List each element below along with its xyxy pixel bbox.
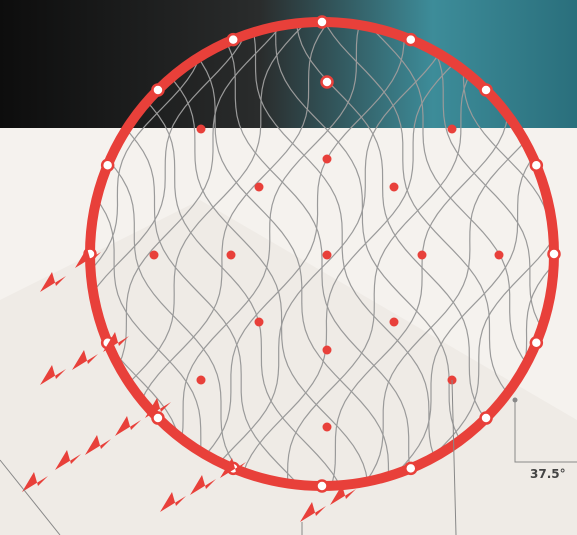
inner-node [322, 422, 332, 432]
leader-lines [0, 379, 577, 535]
leader-dot [512, 397, 518, 403]
ring-node [226, 32, 240, 47]
arrow-head [40, 365, 66, 385]
ring-node [151, 83, 165, 97]
arrow-head [220, 458, 246, 478]
inner-node [417, 250, 427, 260]
inner-node [494, 250, 504, 260]
ring-node [100, 158, 115, 172]
inner-node [447, 124, 457, 134]
arrow-head [72, 350, 98, 370]
inner-nodes [149, 75, 504, 432]
inner-node [196, 124, 206, 134]
arrow-head [75, 248, 101, 268]
mesh-strand [391, 22, 554, 486]
ring-node [529, 158, 544, 172]
arrow-head [22, 472, 48, 492]
angle-label: 37.5° [530, 467, 566, 481]
arrow-head [300, 502, 326, 522]
ring-node [404, 32, 418, 47]
arrow-head [145, 398, 171, 418]
ring-node [315, 479, 329, 493]
inner-node [320, 75, 334, 89]
mesh-strand [145, 22, 407, 486]
arrow-head [85, 435, 111, 455]
flow-arrows [22, 248, 356, 522]
ring-node [151, 411, 165, 425]
ring-node [547, 247, 561, 261]
mesh-strand [90, 22, 253, 486]
inner-node [149, 250, 159, 260]
arrow-head [160, 492, 186, 512]
ring-node [479, 411, 493, 425]
inner-node [322, 345, 332, 355]
mesh-strand [237, 22, 499, 486]
inner-node [389, 182, 399, 192]
arrow-head [115, 416, 141, 436]
arrow-head [330, 485, 356, 505]
mesh-strand [90, 22, 328, 486]
mesh-strand [90, 22, 296, 486]
mesh-strand [316, 22, 554, 486]
ring-node [315, 15, 329, 29]
inner-node [254, 182, 264, 192]
inner-node [226, 250, 236, 260]
background-photo [0, 0, 577, 128]
arrow-head [103, 332, 129, 352]
inner-node [322, 250, 332, 260]
ring-node [479, 83, 493, 97]
inner-node [389, 317, 399, 327]
arrow-head [55, 450, 81, 470]
mesh-strand [348, 22, 554, 486]
ring-node [529, 336, 544, 350]
inner-node [322, 154, 332, 164]
arrow-head [40, 272, 66, 292]
inner-node [254, 317, 264, 327]
ring-node [404, 461, 418, 476]
inner-node [196, 375, 206, 385]
arrow-head [190, 475, 216, 495]
mesh-strand [191, 22, 453, 486]
